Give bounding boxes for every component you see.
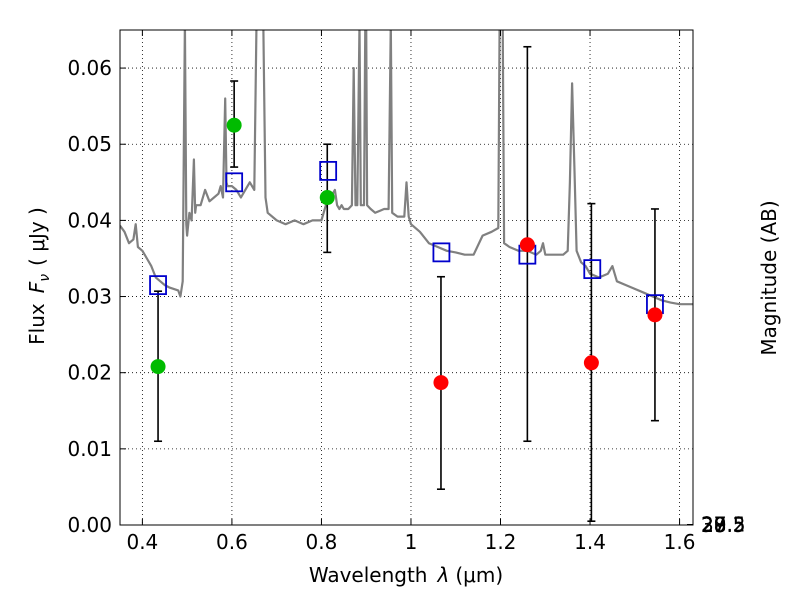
y-tick-label: 0.06 (67, 56, 112, 80)
y-tick-label: 0.01 (67, 437, 112, 461)
y2-tick-label: 27.2 (701, 513, 746, 537)
y-tick-label: 0.02 (67, 361, 112, 385)
upper-limit-point (433, 375, 449, 391)
synthetic-photometry-square (225, 172, 244, 193)
error-bars-layer (154, 45, 659, 522)
y2-tick-label: 30 (701, 513, 726, 537)
x-tick-label: 0.6 (216, 530, 248, 554)
y2-axis-label: Magnitude (AB) (757, 200, 781, 355)
model-spectrum-layer (120, 30, 693, 306)
detected-point (150, 359, 166, 375)
synthetic-photometry-square (432, 242, 451, 263)
plot-frame (119, 29, 694, 526)
detected-point (226, 117, 242, 133)
upper-limit-point (647, 307, 663, 323)
y-tick-label: 0.05 (67, 132, 112, 156)
x-tick-label: 1.4 (574, 530, 606, 554)
y-tick-label: 0.00 (67, 513, 112, 537)
x-tick-label: 1 (405, 530, 418, 554)
y2-tick-label: 29 (701, 513, 726, 537)
observed-points-layer (150, 117, 663, 391)
upper-limit-point (583, 355, 599, 371)
upper-limit-point (519, 237, 535, 253)
x-tick-label: 0.4 (126, 530, 158, 554)
x-axis-label: Wavelength λ (μm) (309, 563, 503, 587)
y2-tick-label: 28 (701, 513, 726, 537)
synthetic-photometry-square (319, 160, 338, 181)
model-spectrum-line (120, 30, 693, 306)
ticks: 0.4 0.6 0.8 1 1.2 1.4 1.6 0.00 0.01 0.02 0.03 0.04 0… (67, 30, 746, 554)
synthetic-photometry-square (583, 259, 602, 280)
x-tick-label: 1.2 (485, 530, 517, 554)
synthetic-photometry-square (149, 275, 167, 296)
y-tick-label: 0.04 (67, 208, 112, 232)
y-tick-label: 0.03 (67, 285, 112, 309)
y2-tick-label: 28.5 (701, 513, 746, 537)
y-axis-label: FluxFν( μJy ) (25, 207, 53, 345)
y2-tick-label: 27 (701, 513, 726, 537)
detected-point (319, 190, 335, 206)
grid (120, 30, 693, 526)
x-tick-label: 1.6 (664, 530, 696, 554)
y2-tick-label: 27.5 (701, 513, 746, 537)
x-tick-label: 0.8 (306, 530, 338, 554)
